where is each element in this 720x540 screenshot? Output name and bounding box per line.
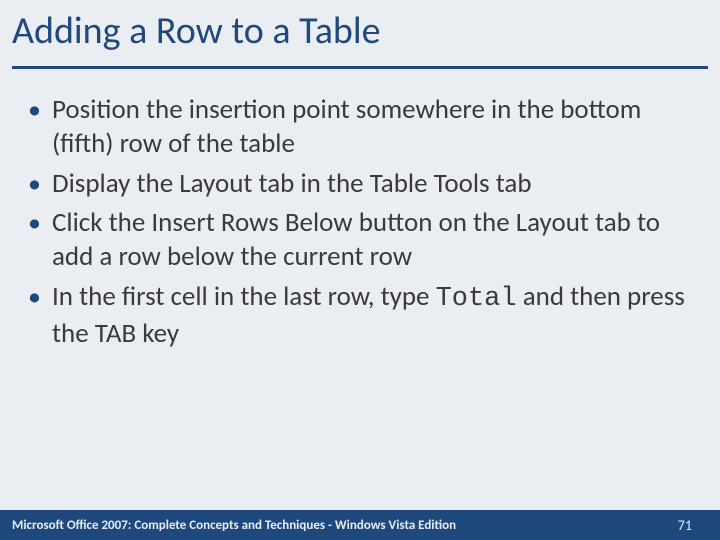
slide-title: Adding a Row to a Table [0, 0, 720, 58]
slide-footer: Microsoft Office 2007: Complete Concepts… [0, 510, 720, 540]
bullet-list: Position the insertion point somewhere i… [24, 93, 696, 350]
footer-title: Microsoft Office 2007: Complete Concepts… [12, 518, 456, 533]
list-item: Click the Insert Rows Below button on th… [24, 206, 696, 274]
list-item: Display the Layout tab in the Table Tool… [24, 167, 696, 201]
slide: Adding a Row to a Table Position the ins… [0, 0, 720, 540]
bullet-code: Total [436, 284, 517, 314]
slide-body: Position the insertion point somewhere i… [0, 69, 720, 350]
bullet-text: Click the Insert Rows Below button on th… [52, 206, 660, 273]
list-item: Position the insertion point somewhere i… [24, 93, 696, 161]
bullet-text: Position the insertion point somewhere i… [52, 93, 641, 160]
bullet-text: Display the Layout tab in the Table Tool… [52, 167, 532, 200]
list-item: In the first cell in the last row, type … [24, 280, 696, 351]
page-number: 71 [678, 517, 692, 534]
bullet-text: In the first cell in the last row, type [52, 280, 436, 313]
